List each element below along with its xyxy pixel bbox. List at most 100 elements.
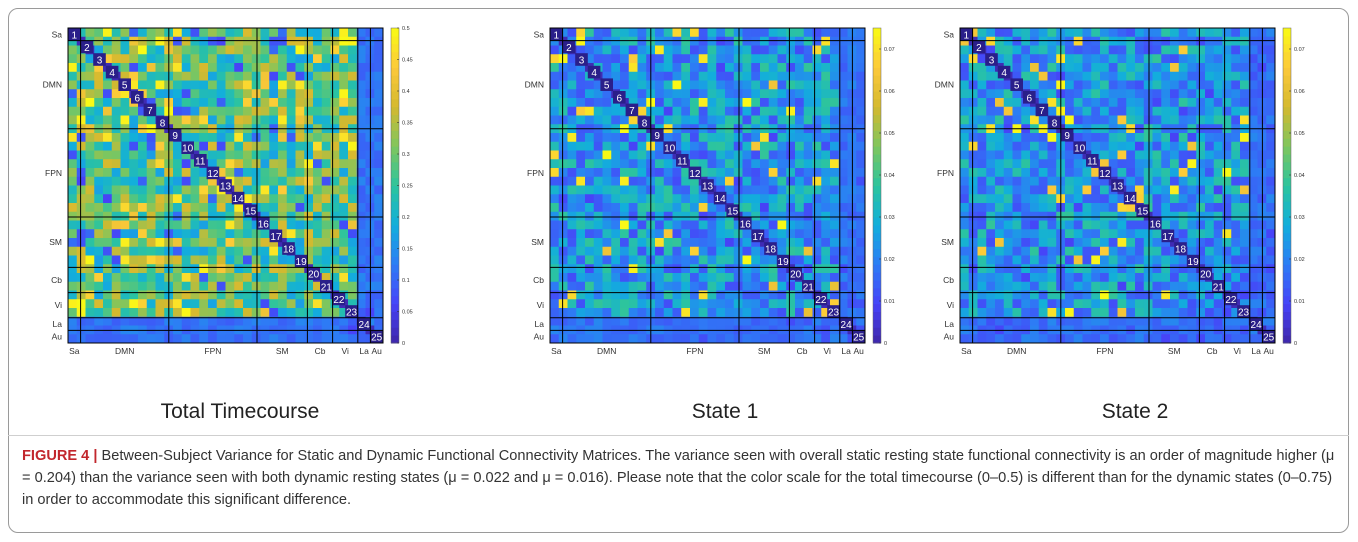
heatmap-cell [821, 273, 831, 283]
heatmap-cell [1161, 255, 1171, 265]
heatmap-cell [628, 36, 638, 46]
colorbar-segment [1283, 43, 1291, 53]
x-network-label: SM [758, 346, 771, 356]
heatmap-cell [768, 308, 778, 318]
heatmap-cell [155, 290, 165, 300]
heatmap-cell [1038, 115, 1048, 125]
heatmap-cell [1065, 159, 1075, 169]
heatmap-cell [856, 89, 866, 99]
heatmap-cell [550, 115, 560, 125]
heatmap-cell [690, 28, 700, 38]
heatmap-cell [1091, 281, 1101, 291]
heatmap-cell [550, 141, 560, 151]
heatmap-cell [1196, 98, 1206, 108]
heatmap-cell [304, 308, 314, 318]
colorbar-tick-label: 0.3 [402, 152, 410, 158]
heatmap-cell [1222, 89, 1232, 99]
heatmap-cell [1161, 211, 1171, 221]
heatmap-cell [260, 238, 270, 248]
component-label: 6 [617, 93, 623, 104]
heatmap-cell [1231, 28, 1241, 38]
heatmap-cell [348, 176, 358, 186]
heatmap-cell [1170, 89, 1180, 99]
heatmap-cell [742, 290, 752, 300]
heatmap-cell [155, 281, 165, 291]
heatmap-cell [672, 106, 682, 116]
heatmap-cell [620, 71, 630, 81]
heatmap-cell [1213, 80, 1223, 90]
heatmap-cell [103, 220, 113, 230]
heatmap-cell [313, 238, 323, 248]
heatmap-cell [593, 290, 603, 300]
heatmap-cell [856, 71, 866, 81]
heatmap-cell [1117, 316, 1127, 326]
heatmap-cell [1205, 211, 1215, 221]
heatmap-cell [995, 150, 1005, 160]
heatmap-cell [129, 45, 139, 55]
heatmap-cell [103, 203, 113, 213]
heatmap-cell [190, 133, 200, 143]
heatmap-cell [146, 290, 156, 300]
heatmap-cell [216, 45, 226, 55]
heatmap-cell [1205, 290, 1215, 300]
heatmap-cell [698, 290, 708, 300]
heatmap-cell [1178, 229, 1188, 239]
heatmap-cell [330, 133, 340, 143]
heatmap-cell [1012, 308, 1022, 318]
colorbar-tick-label: 0.4 [402, 89, 410, 95]
heatmap-cell [1030, 246, 1040, 256]
heatmap-cell [1205, 316, 1215, 326]
heatmap-cell [1231, 63, 1241, 73]
heatmap-cell [760, 185, 770, 195]
heatmap-cell [663, 45, 673, 55]
heatmap-cell [768, 150, 778, 160]
heatmap-cell [1038, 133, 1048, 143]
heatmap-cell [1161, 246, 1171, 256]
heatmap-cell [330, 229, 340, 239]
heatmap-cell [1126, 159, 1136, 169]
heatmap-cell [1108, 45, 1118, 55]
heatmap-cell [690, 36, 700, 46]
heatmap-cell [146, 159, 156, 169]
x-network-label: Cb [797, 346, 808, 356]
heatmap-cell [68, 141, 78, 151]
heatmap-cell [1108, 246, 1118, 256]
heatmap-cell [76, 194, 86, 204]
heatmap-cell [1047, 168, 1057, 178]
heatmap-cell [725, 185, 735, 195]
heatmap-cell [1126, 168, 1136, 178]
heatmap-cell [111, 115, 121, 125]
heatmap-cell [777, 54, 787, 64]
heatmap-cell [690, 133, 700, 143]
heatmap-cell [1065, 299, 1075, 309]
heatmap-cell [995, 89, 1005, 99]
heatmap-cell [1012, 63, 1022, 73]
heatmap-cell [1038, 246, 1048, 256]
heatmap-cell [1082, 133, 1092, 143]
colorbar-segment [873, 98, 881, 108]
component-label: 16 [740, 219, 752, 230]
heatmap-cell [1143, 71, 1153, 81]
heatmap-cell [1073, 273, 1083, 283]
x-network-label: FPN [204, 346, 221, 356]
heatmap-cell [216, 316, 226, 326]
heatmap-cell [856, 316, 866, 326]
heatmap-cell [1205, 176, 1215, 186]
heatmap-cell [986, 290, 996, 300]
heatmap-cell [1240, 63, 1250, 73]
heatmap-cell [68, 290, 78, 300]
heatmap-cell [94, 28, 104, 38]
heatmap-cell [1240, 211, 1250, 221]
heatmap-cell [304, 194, 314, 204]
heatmap-cell [216, 308, 226, 318]
heatmap-cell [803, 150, 813, 160]
heatmap-cell [76, 290, 86, 300]
diagonal-cell [93, 53, 106, 66]
y-network-label: SM [49, 237, 62, 247]
heatmap-cell [129, 203, 139, 213]
heatmap-cell [716, 45, 726, 55]
heatmap-cell [1178, 28, 1188, 38]
diagonal-cell [587, 65, 601, 79]
heatmap-cell [85, 185, 95, 195]
heatmap-cell [1091, 115, 1101, 125]
